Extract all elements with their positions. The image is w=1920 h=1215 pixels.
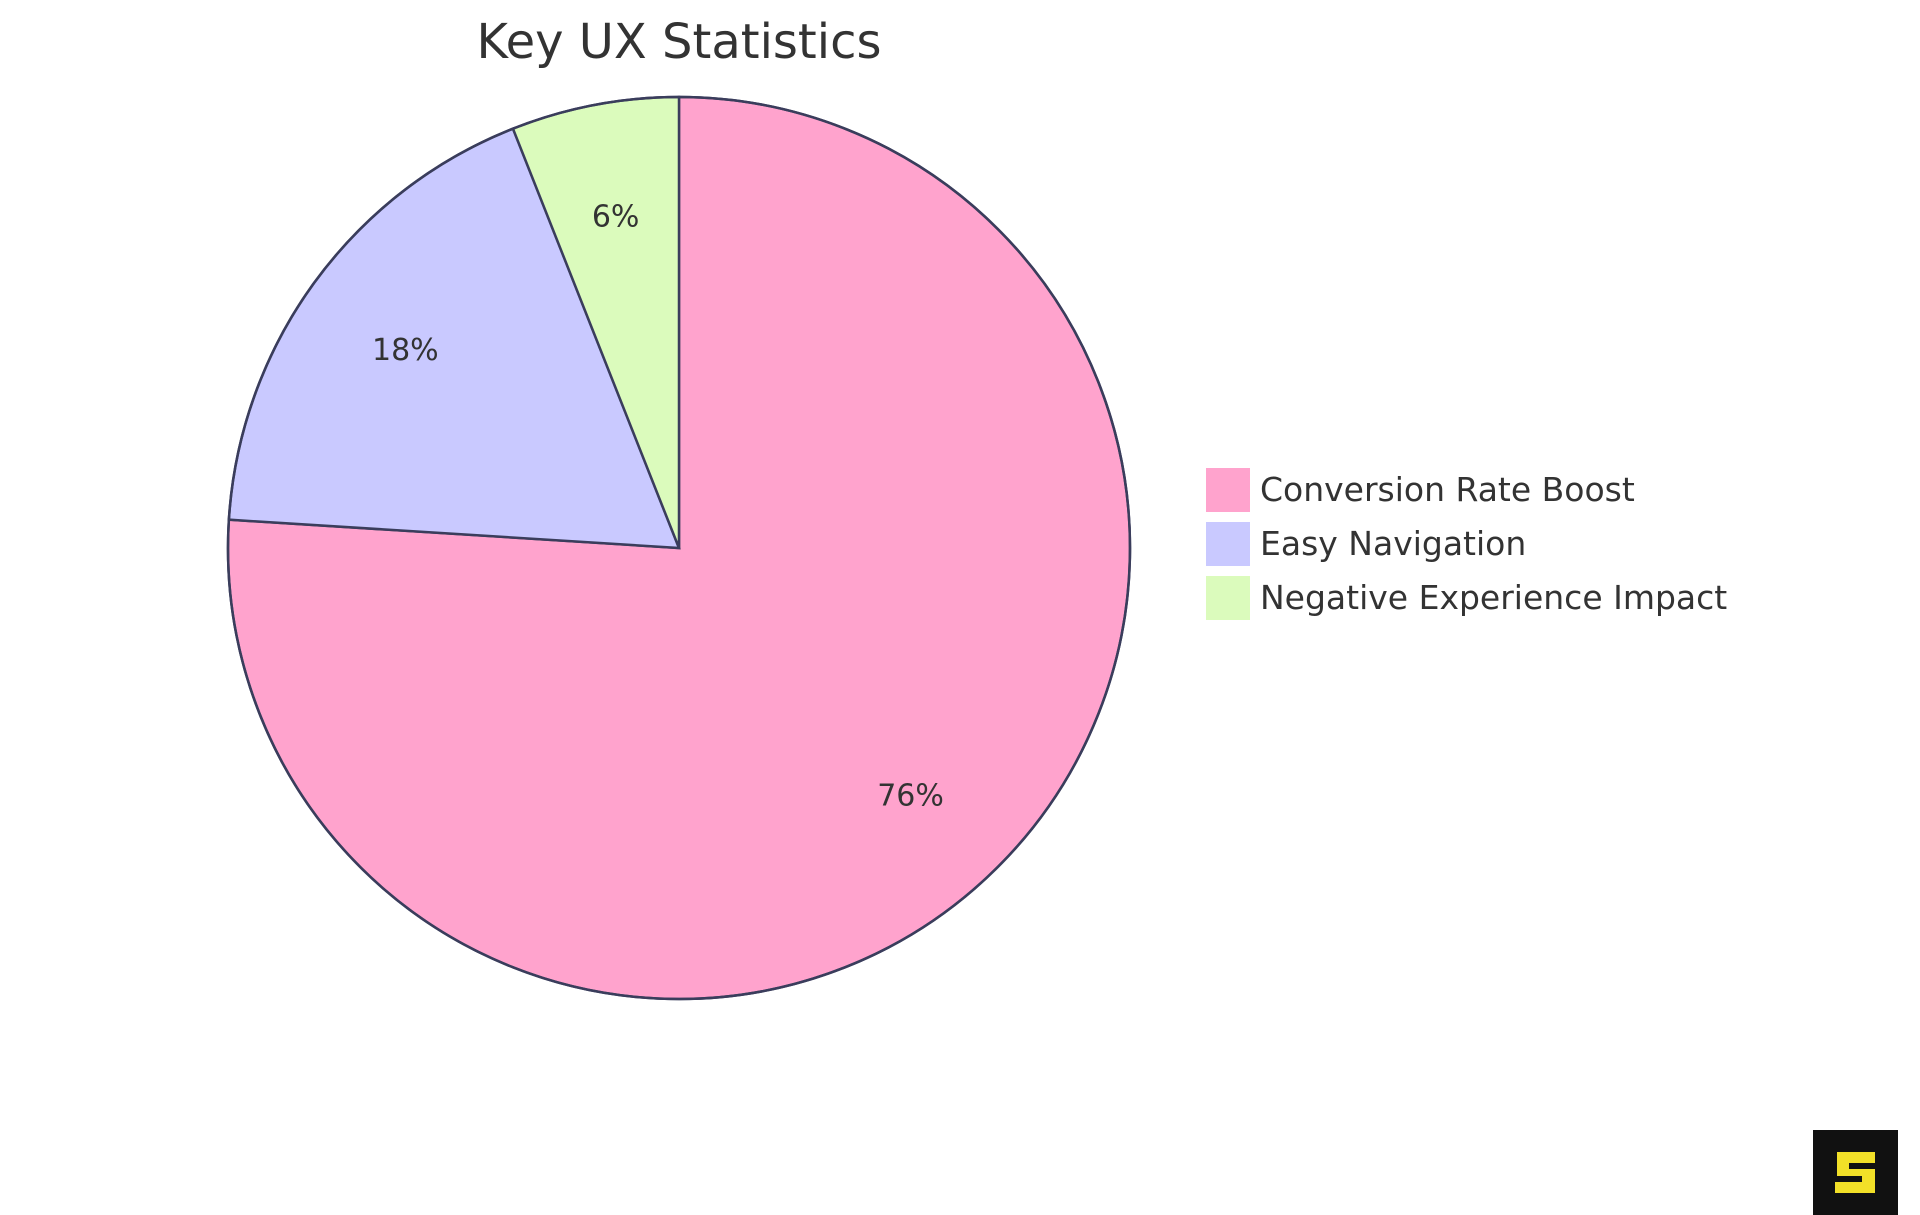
pie-outline: [226, 95, 1132, 1001]
s-logo-icon: [1835, 1152, 1875, 1193]
slice-label-2: 6%: [592, 200, 640, 235]
slice-label-1: 18%: [372, 333, 439, 368]
slice-labels: 76% 18% 6%: [372, 200, 944, 814]
chart-title: Key UX Statistics: [477, 14, 882, 70]
legend-swatch-0: [1206, 468, 1250, 512]
legend-swatch-2: [1206, 576, 1250, 620]
legend-label-2: Negative Experience Impact: [1260, 578, 1727, 617]
pie-slices: [226, 95, 1132, 1001]
legend-swatch-1: [1206, 522, 1250, 566]
slice-label-0: 76%: [877, 779, 944, 814]
brand-logo: [1813, 1130, 1898, 1215]
legend: Conversion Rate Boost Easy Navigation Nega…: [1206, 468, 1727, 620]
legend-label-1: Easy Navigation: [1260, 524, 1526, 563]
legend-label-0: Conversion Rate Boost: [1260, 470, 1635, 509]
